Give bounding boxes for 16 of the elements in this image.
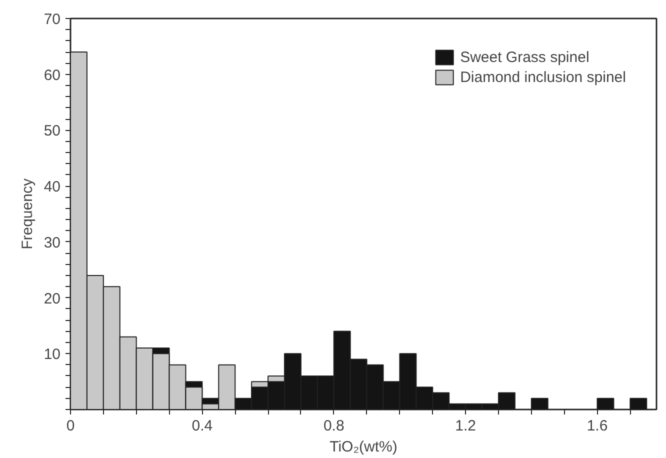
x-tick-label: 0.4 bbox=[192, 418, 213, 434]
y-axis-title: Frequency bbox=[18, 178, 36, 250]
y-tick-label: 70 bbox=[44, 11, 61, 28]
y-tick-label: 40 bbox=[44, 178, 61, 196]
y-tick-label: 20 bbox=[44, 290, 61, 308]
x-tick-label: 1.2 bbox=[455, 418, 476, 434]
y-tick-label: 50 bbox=[44, 122, 61, 140]
x-tick-label: 1.6 bbox=[586, 418, 608, 434]
x-axis-title: TiO₂(wt%) bbox=[330, 438, 398, 456]
y-tick-label: 10 bbox=[44, 346, 61, 364]
x-tick-label: 0 bbox=[66, 418, 75, 434]
legend-label: Diamond inclusion spinel bbox=[460, 68, 626, 86]
y-tick-label: 60 bbox=[44, 66, 61, 84]
legend-label: Sweet Grass spinel bbox=[460, 48, 590, 66]
y-tick-label: 30 bbox=[44, 234, 61, 252]
x-tick-label: 0.8 bbox=[323, 418, 344, 434]
